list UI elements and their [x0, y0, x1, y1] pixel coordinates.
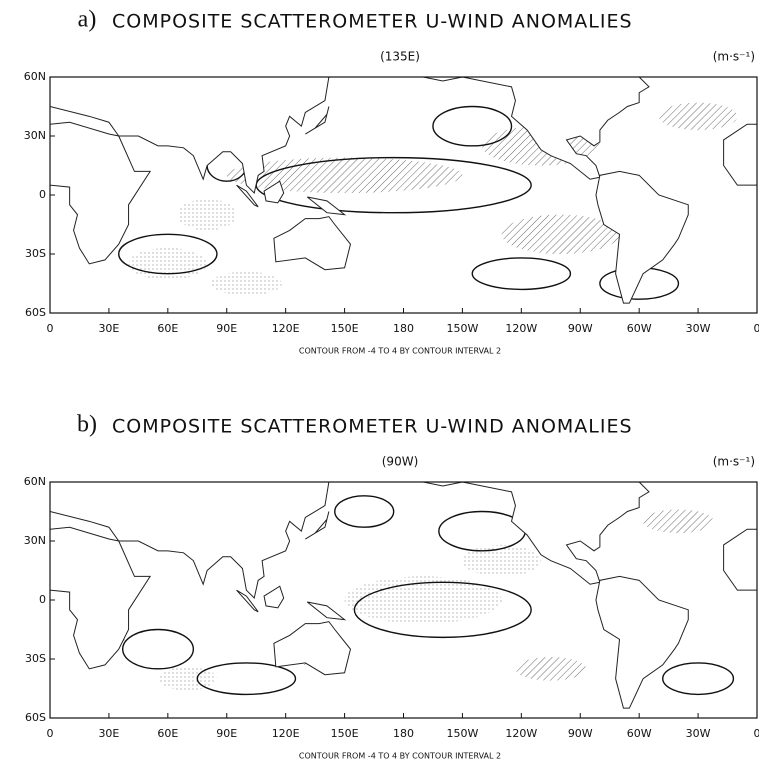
lon-label: 60W [627, 322, 652, 335]
map-inner [50, 77, 757, 303]
lat-label: 60S [25, 306, 46, 319]
contour [433, 107, 512, 146]
landmass [596, 576, 688, 708]
landmass [264, 586, 284, 608]
anomaly-shading [211, 272, 282, 296]
landmass [724, 124, 757, 185]
landmass [423, 482, 649, 584]
lat-label: 0 [39, 593, 46, 606]
lon-label: 90E [216, 322, 237, 335]
anomaly-shading [643, 510, 714, 534]
panel-footer: CONTOUR FROM -4 TO 4 BY CONTOUR INTERVAL… [299, 752, 501, 761]
anomaly-shading [178, 199, 237, 230]
landmass [307, 602, 344, 620]
panel-footer: CONTOUR FROM -4 TO 4 BY CONTOUR INTERVAL… [299, 347, 501, 356]
anomaly-shading [502, 215, 620, 254]
lon-label: 90E [216, 727, 237, 740]
panel-subtitle: (90W) [382, 455, 419, 469]
landmass [274, 622, 351, 675]
anomaly-shading [462, 545, 541, 576]
landmass [50, 527, 150, 669]
lon-label: 90W [568, 322, 593, 335]
lon-label: 0 [47, 322, 54, 335]
lat-label: 60N [24, 70, 46, 83]
contour [663, 663, 734, 694]
contour [123, 630, 194, 669]
lon-label: 120E [272, 322, 300, 335]
lat-label: 0 [39, 188, 46, 201]
panel-subtitle: (135E) [380, 50, 420, 64]
map [50, 482, 757, 718]
lon-label: 180 [393, 322, 414, 335]
map-inner [50, 482, 757, 708]
lon-label: 150W [446, 322, 478, 335]
panel-label: b) [77, 412, 97, 438]
panel-units: (m·s⁻¹) [713, 455, 755, 469]
panel-title: COMPOSITE SCATTEROMETER U-WIND ANOMALIES [112, 11, 633, 33]
panel-label: a) [78, 7, 97, 33]
lon-label: 60E [157, 727, 178, 740]
lon-label: 30E [98, 727, 119, 740]
contour [335, 496, 394, 527]
lon-label: 150E [331, 727, 359, 740]
lon-label: 30E [98, 322, 119, 335]
lon-label: 120W [505, 727, 537, 740]
lon-label: 60E [157, 322, 178, 335]
anomaly-shading [158, 667, 217, 691]
lat-label: 60S [25, 711, 46, 724]
figure: a) COMPOSITE SCATTEROMETER U-WIND ANOMALI… [0, 0, 759, 763]
landmass [274, 217, 351, 270]
anomaly-shading [515, 657, 586, 681]
landmass [307, 197, 344, 215]
lat-label: 30N [24, 534, 46, 547]
lon-label: 120W [505, 322, 537, 335]
lon-label: 90W [568, 727, 593, 740]
map [50, 77, 757, 313]
lon-label: 0 [754, 322, 759, 335]
lon-label: 60W [627, 727, 652, 740]
anomaly-shading [659, 103, 738, 131]
lon-label: 0 [754, 727, 759, 740]
lat-label: 30S [25, 652, 46, 665]
anomaly-shading [129, 248, 208, 279]
lon-label: 0 [47, 727, 54, 740]
contour [472, 258, 570, 289]
landmass [50, 122, 150, 264]
lat-label: 30N [24, 129, 46, 142]
lon-label: 30W [686, 727, 711, 740]
lon-label: 180 [393, 727, 414, 740]
lon-label: 150W [446, 727, 478, 740]
lat-label: 60N [24, 475, 46, 488]
lat-label: 30S [25, 247, 46, 260]
lon-label: 150E [331, 322, 359, 335]
landmass [724, 529, 757, 590]
lon-label: 30W [686, 322, 711, 335]
panel-units: (m·s⁻¹) [713, 50, 755, 64]
lon-label: 120E [272, 727, 300, 740]
panel-title: COMPOSITE SCATTEROMETER U-WIND ANOMALIES [112, 416, 633, 438]
